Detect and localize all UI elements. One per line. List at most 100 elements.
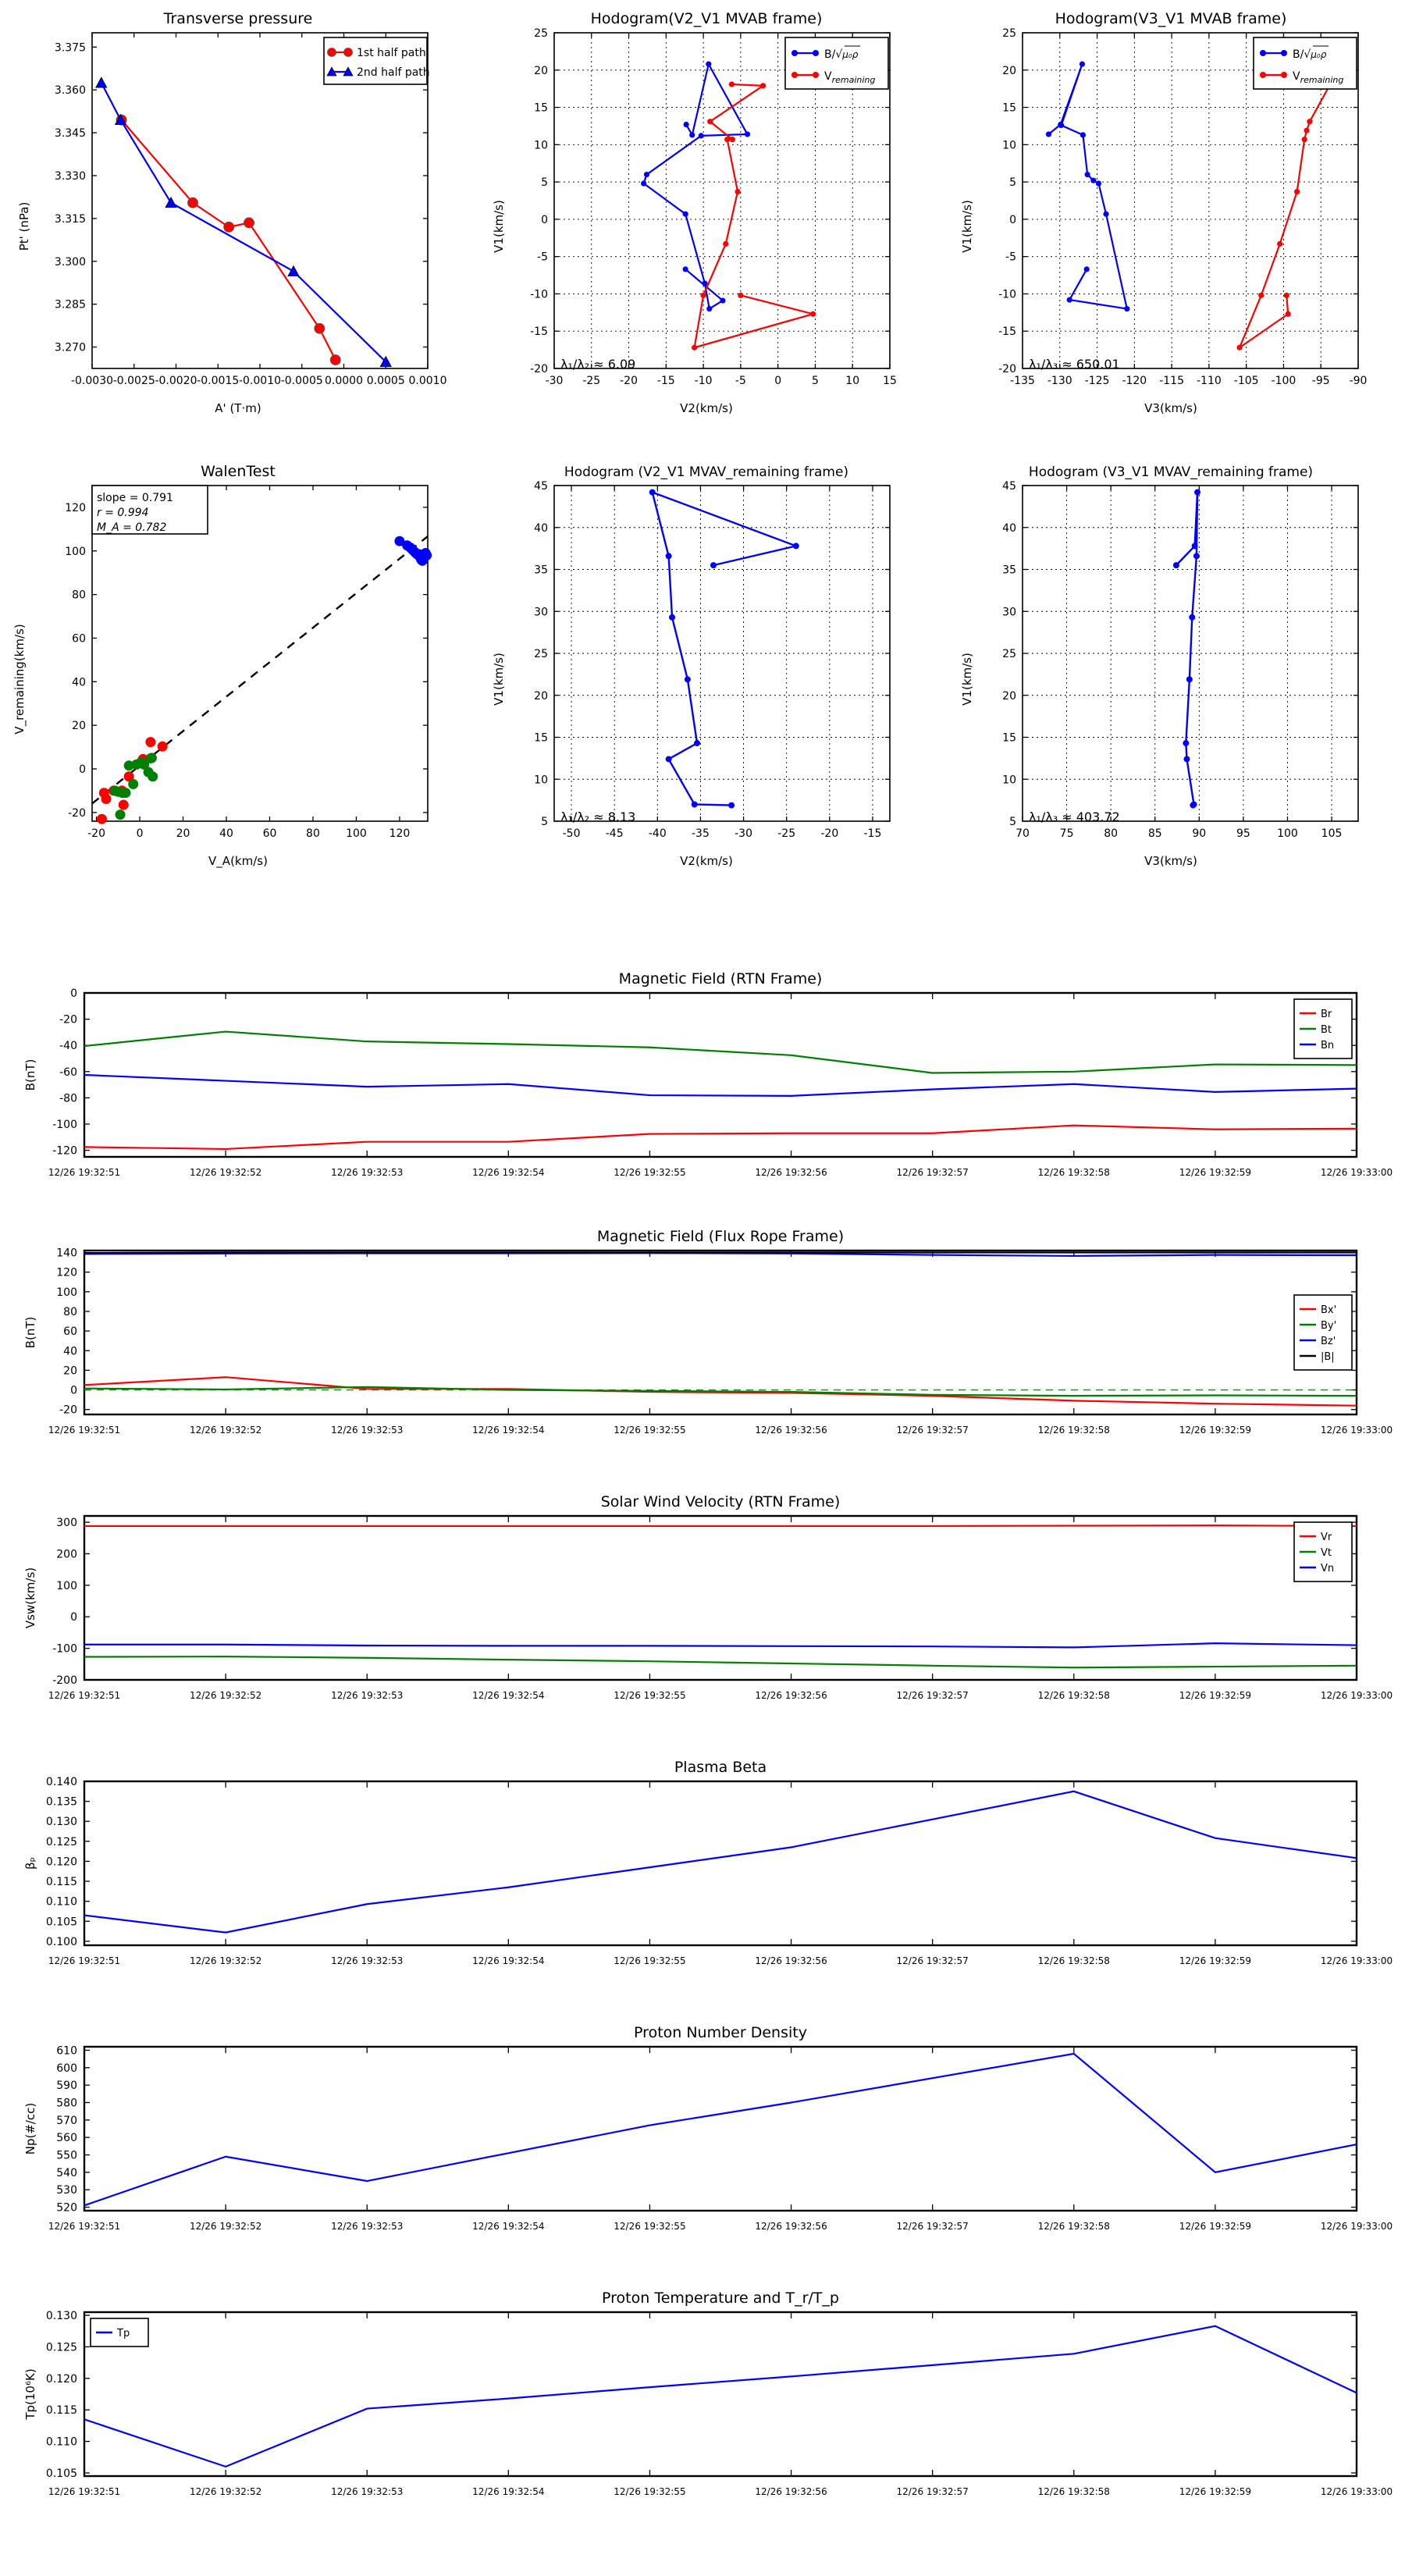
y-tick-label: 0 bbox=[70, 987, 77, 1000]
y-tick-label: 0.125 bbox=[46, 2341, 77, 2354]
panel-title: WalenTest bbox=[201, 463, 276, 480]
series-line bbox=[84, 1642, 1357, 1649]
legend-label: Br bbox=[1321, 1009, 1332, 1020]
legend-label: |B| bbox=[1321, 1351, 1335, 1363]
y-axis-label: B(nT) bbox=[23, 1059, 37, 1091]
time-tick-label: 12/26 19:32:56 bbox=[755, 1425, 827, 1436]
panel-title: Proton Temperature and T_r/T_p bbox=[602, 2290, 839, 2307]
data-marker bbox=[287, 265, 300, 276]
y-tick-label: 35 bbox=[1002, 564, 1016, 577]
series-line bbox=[1176, 492, 1199, 806]
time-tick-label: 12/26 19:32:56 bbox=[755, 1955, 827, 1966]
series-line bbox=[693, 83, 816, 349]
time-tick-label: 12/26 19:32:56 bbox=[755, 2486, 827, 2497]
data-marker bbox=[710, 562, 717, 569]
x-tick-label: -0.0005 bbox=[281, 375, 323, 387]
series-line bbox=[120, 119, 336, 361]
time-tick-label: 12/26 19:32:59 bbox=[1179, 1690, 1251, 1701]
y-axis-label: Vsw(km/s) bbox=[23, 1567, 37, 1628]
data-marker bbox=[1194, 489, 1201, 496]
y-tick-label: 5 bbox=[1009, 176, 1016, 189]
y-tick-label: 25 bbox=[1002, 648, 1016, 660]
series-line bbox=[84, 1386, 1357, 1397]
y-axis-label: V_remaining(km/s) bbox=[12, 624, 27, 734]
data-marker bbox=[1058, 122, 1065, 129]
y-axis-label: B(nT) bbox=[23, 1317, 37, 1349]
y-tick-label: 600 bbox=[56, 2062, 77, 2075]
time-tick-label: 12/26 19:32:51 bbox=[48, 1955, 120, 1966]
series-line bbox=[84, 1252, 1357, 1258]
series-line bbox=[84, 2052, 1357, 2207]
data-marker bbox=[735, 188, 741, 195]
y-tick-label: 40 bbox=[1002, 522, 1016, 535]
y-tick-label: 5 bbox=[541, 176, 548, 189]
y-tick-label: 10 bbox=[534, 139, 548, 151]
y-tick-label: 35 bbox=[534, 564, 548, 577]
y-tick-label: 520 bbox=[56, 2202, 77, 2215]
time-tick-label: 12/26 19:32:55 bbox=[614, 1425, 685, 1436]
x-tick-label: 0 bbox=[137, 827, 144, 840]
y-tick-label: 30 bbox=[534, 606, 548, 618]
time-tick-label: 12/26 19:32:58 bbox=[1038, 1167, 1110, 1178]
legend-label: Vn bbox=[1321, 1563, 1334, 1574]
y-tick-label: 10 bbox=[1002, 774, 1016, 786]
data-marker bbox=[682, 211, 688, 217]
data-marker bbox=[738, 292, 744, 298]
x-tick-label: -0.0030 bbox=[71, 375, 113, 387]
panel-title: Plasma Beta bbox=[674, 1759, 767, 1776]
x-tick-label: 100 bbox=[346, 827, 367, 840]
y-tick-label: 100 bbox=[65, 546, 86, 558]
time-tick-label: 12/26 19:32:58 bbox=[1038, 1690, 1110, 1701]
data-marker bbox=[1079, 61, 1086, 67]
panel-magnetic-field-rtn: Magnetic Field (RTN Frame) -120 -100 -80 -60… bbox=[0, 960, 1405, 1187]
time-tick-label: 12/26 19:33:00 bbox=[1321, 2486, 1393, 2497]
y-tick-label: -120 bbox=[52, 1145, 77, 1158]
x-tick-label: -0.0015 bbox=[197, 375, 239, 387]
y-tick-label: 100 bbox=[56, 1286, 77, 1299]
y-tick-label: 15 bbox=[1002, 732, 1016, 745]
legend-label: Bn bbox=[1321, 1040, 1334, 1051]
time-tick-label: 12/26 19:32:56 bbox=[755, 1690, 827, 1701]
series-line bbox=[84, 1376, 1357, 1407]
x-tick-label: 95 bbox=[1236, 827, 1250, 840]
y-tick-label: 0 bbox=[1009, 214, 1016, 226]
time-tick-label: 12/26 19:32:54 bbox=[472, 2221, 544, 2232]
time-tick-label: 12/26 19:32:55 bbox=[614, 1955, 685, 1966]
scatter-point bbox=[148, 771, 158, 782]
scatter-point bbox=[120, 788, 131, 799]
panel-title: Hodogram (V2_V1 MVAV_remaining frame) bbox=[564, 464, 848, 480]
time-tick-label: 12/26 19:32:52 bbox=[190, 1167, 261, 1178]
series-line bbox=[1048, 63, 1129, 310]
time-tick-label: 12/26 19:32:53 bbox=[331, 1690, 403, 1701]
panel-transverse-pressure: Transverse pressure -0.0030 -0.0025 -0.002… bbox=[0, 0, 468, 437]
data-marker bbox=[1045, 131, 1052, 137]
scatter-point bbox=[101, 794, 112, 805]
y-tick-label: 0.135 bbox=[46, 1796, 77, 1809]
plot-axes: -0.0030 -0.0025 -0.0020 -0.0015 -0.0010 -0.00… bbox=[55, 32, 447, 387]
y-tick-label: -80 bbox=[59, 1092, 77, 1105]
time-tick-label: 12/26 19:32:51 bbox=[48, 2486, 120, 2497]
x-tick-label: 0 bbox=[774, 375, 781, 387]
panel-hodogram-v3v1-mvab: Hodogram(V3_V1 MVAB frame) -135 -130 -125-… bbox=[937, 0, 1405, 437]
y-tick-label: 40 bbox=[63, 1345, 77, 1357]
data-marker bbox=[641, 180, 647, 187]
legend-label: Bt bbox=[1321, 1024, 1332, 1036]
y-tick-label: 3.330 bbox=[55, 170, 86, 183]
y-tick-label: 80 bbox=[72, 589, 86, 602]
walen-ma-label: M_A = 0.782 bbox=[97, 521, 166, 534]
legend-label: Tp bbox=[116, 2328, 130, 2339]
data-marker bbox=[683, 121, 689, 128]
y-tick-label: 0.110 bbox=[46, 2436, 77, 2449]
time-tick-label: 12/26 19:32:51 bbox=[48, 1425, 120, 1436]
scatter-point bbox=[146, 753, 157, 763]
data-marker bbox=[187, 197, 198, 208]
scatter-point bbox=[157, 741, 168, 752]
series-line bbox=[84, 1525, 1357, 1528]
scatter-point bbox=[145, 737, 156, 748]
y-axis-label: V1(km/s) bbox=[492, 200, 506, 253]
y-tick-label: 120 bbox=[56, 1267, 77, 1279]
y-tick-label: -20 bbox=[59, 1404, 77, 1417]
x-axis-label: V_A(km/s) bbox=[208, 854, 268, 869]
data-marker bbox=[1193, 553, 1200, 560]
panel-solar-wind-velocity: Solar Wind Velocity (RTN Frame) -200 -100 0… bbox=[0, 1483, 1405, 1710]
